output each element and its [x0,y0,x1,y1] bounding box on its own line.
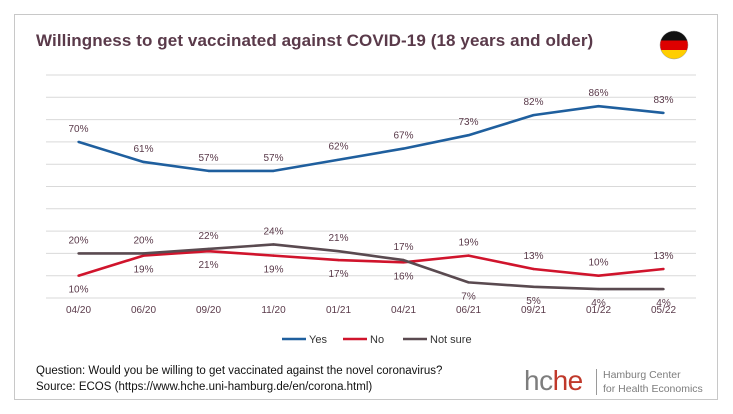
x-tick-label: 09/21 [521,305,546,316]
data-label: 16% [393,271,413,282]
x-tick-label: 01/21 [326,305,351,316]
data-label: 83% [653,95,673,106]
data-point [77,274,80,277]
data-label: 22% [198,231,218,242]
footnote-source: Source: ECOS (https://www.hche.uni-hambu… [36,381,373,393]
data-point [532,267,535,271]
data-point [142,160,145,164]
data-label: 57% [263,153,283,164]
data-label: 17% [393,242,413,253]
legend: Yes No Not sure [282,334,472,346]
logo-line2: for Health Economics [603,383,703,395]
x-tick-label: 06/21 [456,305,481,316]
legend-label-0: Yes [309,334,327,346]
data-label: 17% [328,269,348,280]
x-tick-label: 04/20 [66,305,91,316]
data-label: 70% [68,124,88,135]
data-label: 86% [588,88,608,99]
data-label: 4% [591,298,606,309]
data-point [597,105,600,108]
data-label: 19% [458,238,478,249]
data-label: 10% [68,285,88,296]
data-label: 21% [328,233,348,244]
logo-line1: Hamburg Center [603,369,681,381]
data-point [532,285,535,289]
x-tick-label: 05/22 [651,305,676,316]
chart-frame [14,14,718,400]
data-label: 67% [393,131,413,142]
data-label: 4% [656,298,671,309]
data-label: 73% [458,117,478,128]
data-point [597,274,600,277]
legend-label-1: No [370,334,384,346]
data-labels: 70% 61% 57% 57% 62% 67% 73% 82% 86% 83% 20% 10% 20% 1… [68,88,673,309]
data-point [77,140,80,144]
data-point [272,169,275,173]
x-tick-label: 04/21 [391,305,416,316]
logo-text: Hamburg Center for Health Economics [603,368,703,396]
data-point [337,158,340,161]
data-point [467,254,470,257]
data-label: 7% [461,291,476,302]
x-tick-label: 09/20 [196,305,221,316]
data-label: 13% [523,251,543,262]
data-point [337,249,340,253]
data-label: 20% [133,235,153,246]
logo-divider [596,369,597,395]
data-point [532,113,535,117]
footnote-question: Question: Would you be willing to get va… [36,365,443,377]
data-point [662,287,665,291]
data-label: 82% [523,97,543,108]
logo-mark-hc: hc [524,365,553,396]
data-point [467,281,470,284]
data-point [337,258,340,262]
data-point [207,249,210,253]
logo-mark-he: he [552,365,584,396]
data-label: 61% [133,144,153,155]
footnote: Question: Would you be willing to get va… [36,363,442,395]
series-line-0 [78,104,664,173]
chart-title: Willingness to get vaccinated against CO… [36,31,594,50]
data-point [272,254,275,257]
data-label: 24% [263,226,283,237]
data-label: 20% [68,235,88,246]
legend-label-2: Not sure [430,334,472,346]
data-label: 5% [526,296,541,307]
data-point [142,254,145,257]
x-tick-label: 06/20 [131,305,156,316]
data-label: 62% [328,142,348,153]
data-point [207,247,210,251]
data-point [77,252,80,255]
data-point [207,169,210,173]
series-line-1 [78,249,664,278]
series-layer: 70% 61% 57% 57% 62% 67% 73% 82% 86% 83% 20% 10% 20% 1… [68,88,673,309]
x-axis: 04/20 06/20 09/20 11/20 01/21 04/21 06/21 09/21… [66,305,676,316]
germany-flag-icon [659,30,689,60]
x-tick-label: 01/22 [586,305,611,316]
data-point [142,252,145,255]
data-point [662,267,665,271]
data-point [662,111,665,115]
data-point [402,261,405,264]
data-point [402,258,405,262]
data-point [402,147,405,150]
logo-mark: hche [524,366,583,396]
x-tick-label: 11/20 [261,305,286,316]
data-label: 57% [198,153,218,164]
data-label: 10% [588,258,608,269]
data-point [597,287,600,291]
data-label: 19% [133,265,153,276]
data-point [467,134,470,137]
data-label: 19% [263,265,283,276]
data-point [272,243,275,246]
data-label: 21% [198,260,218,271]
series-line-2 [78,243,664,291]
data-label: 13% [653,251,673,262]
